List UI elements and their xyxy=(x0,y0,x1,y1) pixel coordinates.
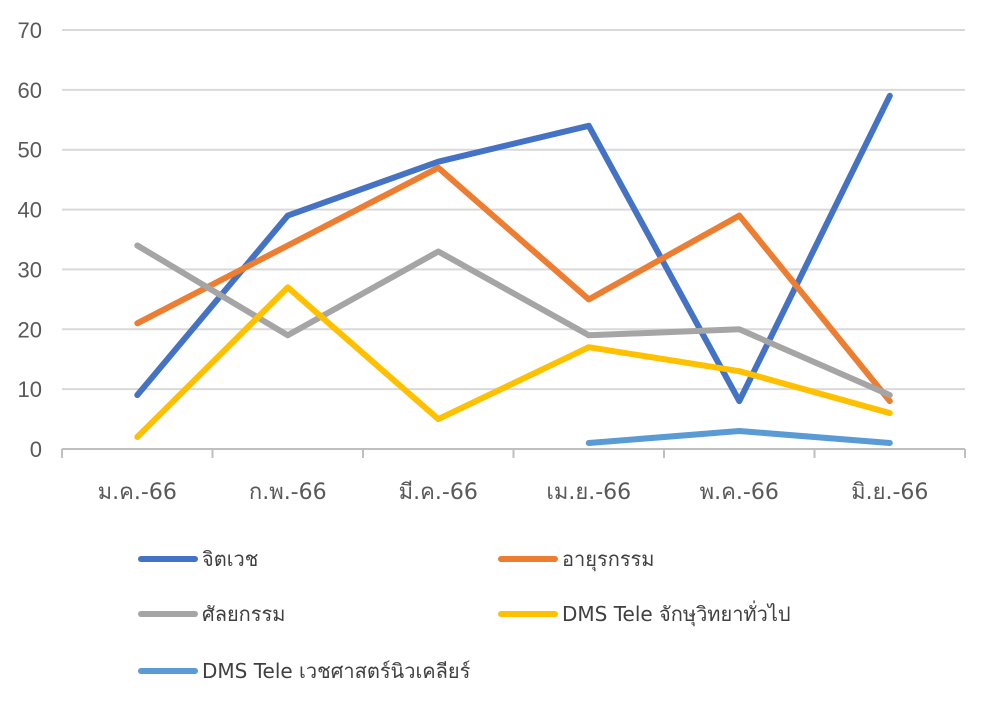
x-tick-label: มี.ค.-66 xyxy=(399,480,478,505)
x-axis-ticks: ม.ค.-66 ก.พ.-66 มี.ค.-66 เม.ย.-66 พ.ค.-66 มิ.… xyxy=(98,480,929,505)
x-tick-label: มิ.ย.-66 xyxy=(851,480,928,505)
series-line-0 xyxy=(134,92,893,405)
series-line-4 xyxy=(585,428,893,446)
y-axis-ticks: 0 10 20 30 40 50 60 70 xyxy=(18,18,42,462)
series-line-1 xyxy=(134,164,893,405)
series-line-3 xyxy=(134,284,893,440)
x-tick-label: เม.ย.-66 xyxy=(546,480,631,505)
y-tick-label: 70 xyxy=(18,18,42,43)
y-tick-label: 50 xyxy=(18,138,42,163)
y-tick-label: 60 xyxy=(18,78,42,103)
x-tick-label: พ.ค.-66 xyxy=(700,480,779,505)
y-tick-label: 30 xyxy=(18,257,42,282)
x-tick-label: ม.ค.-66 xyxy=(98,480,177,505)
axes xyxy=(61,448,966,458)
y-tick-label: 40 xyxy=(18,198,42,223)
y-tick-label: 0 xyxy=(30,437,42,462)
series-lines xyxy=(134,92,893,446)
x-tick-label: ก.พ.-66 xyxy=(249,480,327,505)
y-tick-label: 20 xyxy=(18,317,42,342)
gridlines xyxy=(62,29,965,391)
y-tick-label: 10 xyxy=(18,377,42,402)
series-line-2 xyxy=(134,242,893,399)
